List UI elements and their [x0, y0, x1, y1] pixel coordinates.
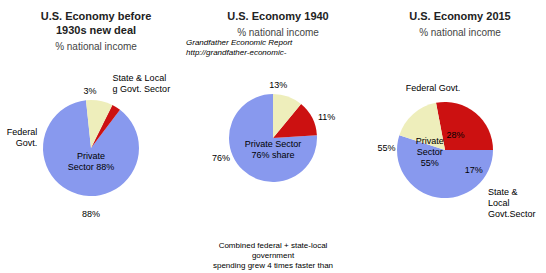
svg-text:Private: Private [77, 151, 105, 161]
svg-text:Federal Govt.: Federal Govt. [406, 83, 461, 93]
svg-text:Govt.Sector: Govt.Sector [488, 209, 536, 219]
svg-text:Federal: Federal [7, 127, 38, 137]
svg-text:Local: Local [488, 198, 510, 208]
svg-text:State &: State & [488, 187, 518, 197]
svg-text:% national income: % national income [237, 27, 319, 38]
svg-text:U.S. Economy 1940: U.S. Economy 1940 [227, 10, 329, 22]
svg-text:55%: 55% [377, 143, 395, 153]
svg-text:http://grandfather-economic-: http://grandfather-economic- [186, 48, 287, 57]
svg-text:Sector: Sector [417, 147, 443, 157]
svg-text:11%: 11% [318, 112, 335, 122]
svg-text:% national income: % national income [55, 41, 137, 52]
svg-text:88%: 88% [82, 209, 100, 219]
svg-text:Grandfather Economic Report: Grandfather Economic Report [186, 38, 293, 47]
svg-text:76% share: 76% share [251, 150, 294, 160]
svg-text:17%: 17% [465, 165, 483, 175]
svg-text:3%: 3% [84, 86, 97, 96]
svg-text:U.S. Economy 2015: U.S. Economy 2015 [409, 10, 511, 22]
svg-text:g Govt. Sector: g Govt. Sector [113, 84, 171, 94]
svg-text:government: government [252, 251, 295, 260]
svg-text:State & Local: State & Local [113, 73, 167, 83]
svg-text:spending grew 4 times faster t: spending grew 4 times faster than [213, 261, 333, 270]
svg-text:13%: 13% [269, 80, 287, 90]
svg-text:55%: 55% [421, 158, 439, 168]
svg-text:Private Sector: Private Sector [245, 139, 302, 149]
svg-text:Private: Private [416, 136, 444, 146]
svg-text:1930s new deal: 1930s new deal [56, 24, 136, 36]
svg-text:76%: 76% [212, 153, 230, 163]
svg-text:Govt.: Govt. [16, 138, 38, 148]
svg-text:28%: 28% [447, 130, 465, 140]
svg-text:U.S. Economy before: U.S. Economy before [41, 10, 152, 22]
svg-text:% national income: % national income [419, 27, 501, 38]
svg-text:Sector 88%: Sector 88% [68, 162, 115, 172]
svg-text:Combined federal + state-local: Combined federal + state-local [219, 241, 328, 250]
